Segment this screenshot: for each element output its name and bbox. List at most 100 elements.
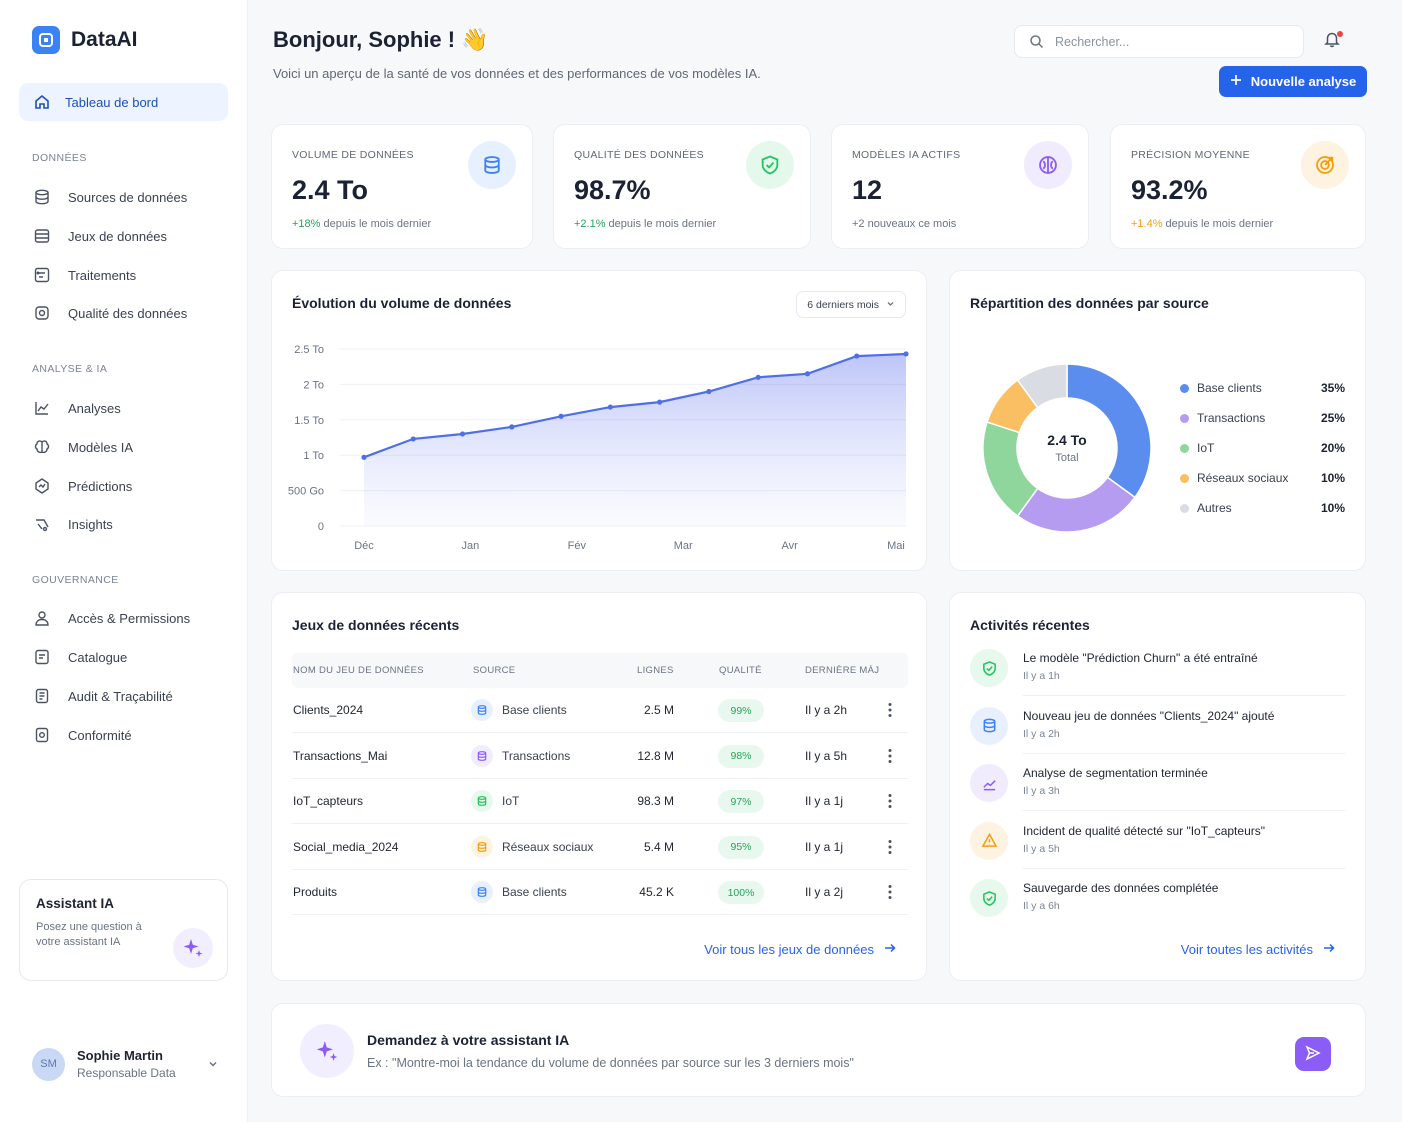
nav-item-compliance[interactable]: Conformité — [33, 724, 132, 746]
ask-assistant-title: Demandez à votre assistant IA — [367, 1032, 570, 1048]
warning-icon — [970, 821, 1008, 860]
notifications-button[interactable] — [1320, 29, 1344, 53]
dataset-name[interactable]: Clients_2024 — [293, 703, 364, 717]
table-row[interactable]: Transactions_Mai Transactions 12.8 M 98%… — [292, 734, 908, 779]
nav-item-catalog[interactable]: Catalogue — [33, 646, 127, 668]
dataset-source: Base clients — [471, 881, 567, 903]
brain-icon — [33, 438, 51, 456]
nav-item-predictions[interactable]: Prédictions — [33, 475, 132, 497]
divider — [1023, 810, 1345, 811]
series-line — [363, 352, 907, 459]
kpi-card: VOLUME DE DONNÉES 2.4 To +18% depuis le … — [271, 124, 533, 249]
more-options-icon[interactable] — [882, 791, 898, 811]
target-icon — [1301, 141, 1349, 189]
kpi-delta-text: +2 nouveaux ce mois — [852, 218, 957, 230]
search-input[interactable] — [1055, 34, 1285, 49]
see-all-datasets-link[interactable]: Voir tous les jeux de données — [704, 942, 896, 957]
new-analysis-button[interactable]: Nouvelle analyse — [1219, 66, 1367, 97]
nav-item-label: Sources de données — [68, 189, 188, 205]
activity-item[interactable]: Analyse de segmentation terminée Il y a … — [970, 764, 1345, 814]
more-options-icon[interactable] — [882, 837, 898, 857]
prediction-icon — [33, 477, 51, 495]
see-all-activities-label: Voir toutes les activités — [1180, 942, 1313, 957]
chevron-down-icon[interactable] — [204, 1055, 222, 1073]
activity-item[interactable]: Le modèle "Prédiction Churn" a été entra… — [970, 649, 1345, 699]
table-row[interactable]: Social_media_2024 Réseaux sociaux 5.4 M … — [292, 825, 908, 870]
nav-item-ai-models[interactable]: Modèles IA — [33, 436, 133, 458]
kpi-value: 2.4 To — [292, 175, 369, 205]
donut-slice[interactable] — [1016, 363, 1068, 409]
dataset-updated: Il y a 1j — [805, 839, 844, 854]
volume-chart-title: Évolution du volume de données — [292, 295, 512, 311]
brain-icon — [1024, 141, 1072, 189]
donut-slice[interactable] — [1066, 363, 1152, 499]
quality-badge: 100% — [718, 881, 764, 904]
more-options-icon[interactable] — [882, 700, 898, 720]
database-icon — [471, 835, 493, 858]
catalog-icon — [33, 648, 51, 666]
activities-title: Activités récentes — [970, 617, 1090, 633]
nav-item-label: Qualité des données — [68, 305, 188, 321]
nav-item-data-quality[interactable]: Qualité des données — [33, 302, 187, 324]
dataset-name[interactable]: Produits — [293, 885, 338, 899]
audit-icon — [33, 687, 51, 705]
nav-item-analyses[interactable]: Analyses — [33, 397, 121, 419]
column-header-quality: QUALITÉ — [719, 665, 762, 676]
table-row[interactable]: Produits Base clients 45.2 K 100% Il y a… — [292, 870, 908, 915]
donut-center-value: 2.4 To — [1047, 432, 1087, 448]
ask-assistant-input[interactable]: Ex : "Montre-moi la tendance du volume d… — [367, 1056, 854, 1070]
more-options-icon[interactable] — [882, 882, 898, 902]
nav-item-insights[interactable]: Insights — [33, 513, 113, 535]
x-tick-label: Mai — [887, 540, 905, 552]
nav-item-sources[interactable]: Sources de données — [33, 186, 187, 208]
nav-item-processing[interactable]: Traitements — [33, 264, 136, 286]
divider — [1023, 752, 1345, 754]
profile-role: Responsable Data — [77, 1066, 176, 1080]
more-options-icon[interactable] — [882, 746, 898, 766]
nav-item-datasets[interactable]: Jeux de données — [33, 225, 167, 247]
activity-item[interactable]: Sauvegarde des données complétée Il y a … — [970, 879, 1345, 929]
donut-center-label: Total — [1055, 452, 1079, 464]
table-row[interactable]: IoT_capteurs IoT 98.3 M 97% Il y a 1j — [292, 779, 908, 824]
see-all-activities-link[interactable]: Voir toutes les activités — [1181, 942, 1335, 957]
dataset-name[interactable]: Social_media_2024 — [293, 839, 399, 854]
app-logo[interactable]: DataAI — [32, 26, 138, 54]
table-row[interactable]: Clients_2024 Base clients 2.5 M 99% Il y… — [292, 688, 908, 733]
lightbulb-icon — [33, 515, 51, 533]
activity-item[interactable]: Nouveau jeu de données "Clients_2024" aj… — [970, 706, 1345, 757]
user-icon — [33, 609, 51, 627]
donut-slice[interactable] — [1016, 476, 1137, 533]
period-select[interactable]: 6 derniers mois — [796, 291, 906, 318]
activity-item[interactable]: Incident de qualité détecté sur "IoT_cap… — [970, 821, 1345, 872]
legend-swatch — [1180, 413, 1189, 423]
nav-item-access[interactable]: Accès & Permissions — [33, 607, 190, 629]
data-point — [804, 371, 811, 377]
nav-item-label: Prédictions — [68, 478, 133, 494]
column-header-source: SOURCE — [473, 665, 516, 676]
data-point — [509, 424, 515, 430]
user-profile[interactable]: SM Sophie Martin Responsable Data — [32, 1045, 222, 1083]
dataset-name[interactable]: IoT_capteurs — [293, 794, 364, 808]
legend-item: Transactions 25% — [1180, 411, 1345, 425]
source-donut-chart — [982, 363, 1152, 533]
search-bar[interactable] — [1014, 25, 1304, 58]
dataset-lines: 98.3 M — [637, 794, 674, 808]
assistant-card[interactable]: Assistant IA Posez une question à votre … — [19, 879, 228, 981]
database-icon — [970, 706, 1008, 745]
legend-item: IoT 20% — [1180, 441, 1345, 455]
dataset-source: Réseaux sociaux — [471, 835, 594, 858]
send-button[interactable] — [1295, 1037, 1331, 1071]
see-all-datasets-label: Voir tous les jeux de données — [704, 942, 874, 957]
dataset-name[interactable]: Transactions_Mai — [293, 748, 388, 763]
source-chart-title: Répartition des données par source — [970, 295, 1209, 311]
kpi-delta: +2.1% depuis le mois dernier — [574, 218, 716, 230]
new-analysis-label: Nouvelle analyse — [1250, 74, 1357, 89]
column-header-name: NOM DU JEU DE DONNÉES — [293, 665, 424, 676]
y-tick-label: 2 To — [303, 379, 324, 391]
sparkles-icon[interactable] — [173, 928, 213, 968]
nav-item-audit[interactable]: Audit & Traçabilité — [33, 685, 173, 707]
nav-item-dashboard[interactable]: Tableau de bord — [19, 83, 228, 121]
dataset-source-label: Réseaux sociaux — [502, 839, 594, 854]
x-tick-label: Avr — [781, 540, 798, 552]
dataset-source: IoT — [471, 790, 519, 812]
